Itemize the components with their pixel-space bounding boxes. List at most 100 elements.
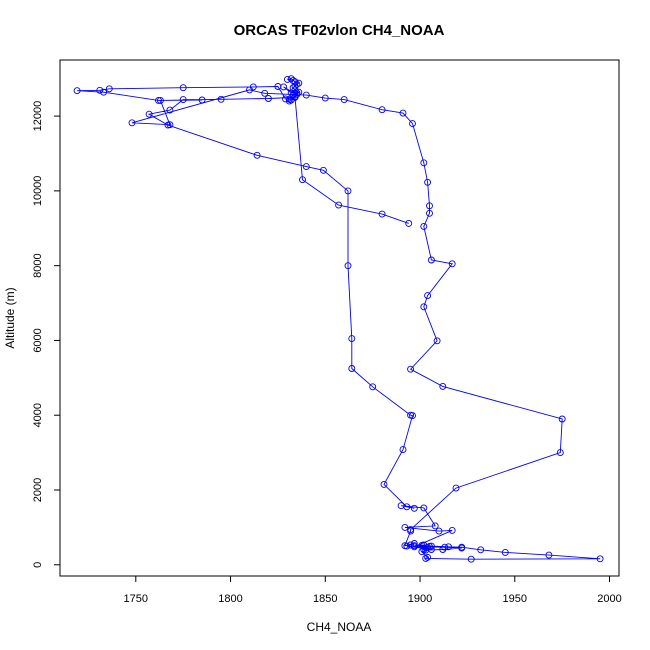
data-point bbox=[100, 88, 108, 96]
chart-title: ORCAS TF02vlon CH4_NOAA bbox=[234, 22, 445, 39]
data-point bbox=[156, 96, 164, 104]
data-point bbox=[285, 97, 293, 105]
data-point bbox=[291, 82, 299, 90]
data-point bbox=[433, 337, 441, 345]
data-point bbox=[246, 86, 253, 94]
data-point bbox=[283, 75, 291, 83]
data-point bbox=[439, 546, 447, 553]
data-point bbox=[253, 151, 261, 159]
data-point bbox=[344, 187, 352, 195]
data-point bbox=[420, 303, 428, 311]
data-point bbox=[179, 84, 187, 92]
data-point bbox=[501, 548, 509, 556]
data-point bbox=[410, 540, 418, 547]
data-point bbox=[558, 415, 566, 423]
series-layer bbox=[73, 75, 604, 563]
x-axis-label: CH4_NOAA bbox=[307, 620, 372, 634]
data-point bbox=[295, 88, 303, 96]
y-tick-label: 10000 bbox=[32, 176, 44, 207]
data-point bbox=[467, 555, 475, 563]
data-point bbox=[166, 106, 174, 114]
y-tick-label: 6000 bbox=[32, 328, 44, 352]
data-point bbox=[401, 523, 409, 531]
data-point bbox=[319, 166, 327, 174]
data-point bbox=[340, 96, 348, 104]
data-point bbox=[399, 446, 407, 454]
data-point bbox=[299, 176, 306, 184]
data-point bbox=[302, 163, 310, 171]
data-point bbox=[344, 262, 352, 270]
data-point bbox=[261, 89, 269, 97]
data-point bbox=[378, 210, 386, 218]
x-tick-label: 1850 bbox=[313, 593, 337, 605]
data-point bbox=[424, 178, 432, 186]
data-point bbox=[145, 110, 153, 118]
data-point bbox=[545, 551, 553, 559]
data-point bbox=[422, 554, 430, 562]
data-point bbox=[397, 502, 405, 510]
data-point bbox=[302, 91, 310, 99]
data-point bbox=[407, 365, 415, 373]
data-point bbox=[369, 383, 377, 391]
data-point bbox=[427, 546, 435, 553]
y-tick-label: 2000 bbox=[32, 478, 44, 502]
x-tick-label: 1900 bbox=[408, 593, 432, 605]
data-point bbox=[596, 555, 604, 563]
data-point bbox=[409, 412, 416, 420]
x-tick-label: 2000 bbox=[597, 593, 621, 605]
data-point bbox=[427, 542, 435, 550]
data-point bbox=[407, 526, 415, 534]
data-point bbox=[96, 86, 104, 94]
data-point bbox=[424, 292, 432, 300]
data-point bbox=[274, 83, 282, 90]
data-point bbox=[179, 96, 187, 104]
data-point bbox=[477, 546, 485, 554]
x-tick-label: 1950 bbox=[503, 593, 527, 605]
data-point bbox=[431, 522, 439, 530]
data-point bbox=[198, 96, 206, 104]
data-point bbox=[426, 202, 433, 210]
data-point bbox=[378, 106, 386, 114]
data-point bbox=[445, 543, 452, 551]
data-point bbox=[380, 480, 388, 488]
data-point bbox=[405, 219, 413, 227]
data-point bbox=[155, 96, 162, 104]
data-point bbox=[418, 548, 426, 556]
data-point bbox=[410, 504, 418, 512]
data-point bbox=[448, 526, 456, 534]
y-tick-label: 4000 bbox=[32, 403, 44, 427]
data-point bbox=[452, 484, 460, 492]
data-point bbox=[410, 542, 418, 550]
data-point bbox=[282, 95, 289, 103]
data-point bbox=[420, 222, 428, 230]
data-point bbox=[73, 87, 81, 95]
data-point bbox=[424, 553, 432, 561]
data-point bbox=[291, 93, 299, 101]
y-axis: 0 2000 4000 6000 8000 10000 12000 bbox=[32, 101, 61, 568]
data-point bbox=[439, 382, 447, 390]
data-point bbox=[105, 85, 113, 93]
y-tick-label: 8000 bbox=[32, 253, 44, 277]
data-point bbox=[348, 365, 356, 372]
data-point bbox=[166, 121, 174, 129]
data-point bbox=[264, 95, 272, 102]
data-point bbox=[289, 91, 297, 99]
data-point bbox=[556, 449, 564, 457]
x-tick-label: 1800 bbox=[218, 593, 242, 605]
data-point bbox=[435, 527, 443, 535]
data-point bbox=[128, 119, 136, 127]
x-axis: 1750 1800 1850 1900 1950 2000 bbox=[124, 575, 622, 605]
data-point bbox=[409, 120, 416, 128]
data-point bbox=[448, 260, 456, 268]
y-tick-label: 0 bbox=[32, 562, 44, 568]
data-point bbox=[441, 543, 449, 551]
data-point bbox=[420, 504, 428, 512]
y-axis-label: Altitude (m) bbox=[3, 287, 17, 348]
x-tick-label: 1750 bbox=[124, 593, 148, 605]
data-point bbox=[420, 159, 428, 167]
data-point bbox=[401, 542, 409, 550]
y-tick-label: 12000 bbox=[32, 101, 44, 132]
data-point bbox=[399, 109, 407, 117]
